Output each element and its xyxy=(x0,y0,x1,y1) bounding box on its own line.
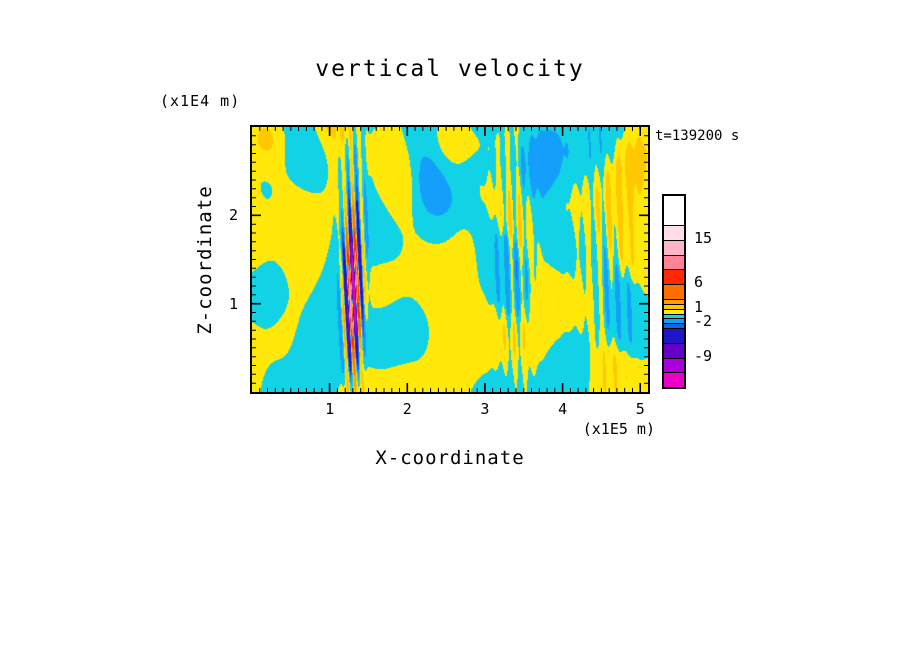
colorbar-segment xyxy=(664,372,684,387)
colorbar-level-line xyxy=(664,328,684,330)
colorbar-level-line xyxy=(664,342,684,344)
colorbar-tick-label: -2 xyxy=(694,312,713,331)
colorbar-level-line xyxy=(664,313,684,315)
colorbar-segment xyxy=(664,196,684,226)
colorbar-tick-label: 15 xyxy=(694,229,713,248)
colorbar-segment xyxy=(664,225,684,241)
minor-ticks xyxy=(252,127,648,392)
x-tick-label: 3 xyxy=(480,400,490,418)
colorbar-segment xyxy=(664,313,684,319)
colorbar-segment xyxy=(664,308,684,314)
colorbar-level-line xyxy=(664,225,684,227)
colorbar-segment xyxy=(664,328,684,343)
colorbar xyxy=(662,194,686,389)
colorbar-level-line xyxy=(664,323,684,325)
colorbar-segment xyxy=(664,303,684,309)
colorbar-level-line xyxy=(664,240,684,242)
x-tick-label: 2 xyxy=(402,400,412,418)
colorbar-segment xyxy=(664,284,684,299)
colorbar-segment xyxy=(664,357,684,373)
colorbar-tick-label: 1 xyxy=(694,297,704,316)
z-tick-label: 1 xyxy=(228,294,238,313)
colorbar-level-line xyxy=(664,284,684,286)
colorbar-segment xyxy=(664,298,684,304)
colorbar-segment xyxy=(664,342,684,358)
colorbar-segment xyxy=(664,269,684,285)
x-tick-label: 5 xyxy=(635,400,645,418)
plot-area xyxy=(250,125,650,394)
x-axis-unit: (x1E5 m) xyxy=(582,420,655,438)
colorbar-tick-label: 6 xyxy=(694,273,704,292)
colorbar-level-line xyxy=(664,372,684,374)
z-axis-unit: (x1E4 m) xyxy=(160,92,241,110)
colorbar-level-line xyxy=(664,308,684,310)
x-axis-label: X-coordinate xyxy=(375,447,525,469)
major-ticks xyxy=(252,127,648,392)
contour-field-canvas xyxy=(252,127,648,392)
colorbar-segment xyxy=(664,323,684,329)
colorbar-level-line xyxy=(664,318,684,320)
colorbar-level-line xyxy=(664,298,684,300)
colorbar-level-line xyxy=(664,357,684,359)
colorbar-level-line xyxy=(664,254,684,256)
colorbar-tick-label: -9 xyxy=(694,346,713,365)
z-tick-label: 2 xyxy=(228,206,238,225)
x-tick-label: 4 xyxy=(558,400,568,418)
colorbar-level-line xyxy=(664,303,684,305)
x-tick-label: 1 xyxy=(325,400,335,418)
colorbar-level-line xyxy=(664,269,684,271)
colorbar-segment xyxy=(664,240,684,255)
axis-ticks xyxy=(252,127,648,392)
colorbar-segment xyxy=(664,254,684,270)
colorbar-segment xyxy=(664,318,684,324)
chart-title: vertical velocity xyxy=(315,56,585,82)
time-annotation: t=139200 s xyxy=(655,128,740,144)
